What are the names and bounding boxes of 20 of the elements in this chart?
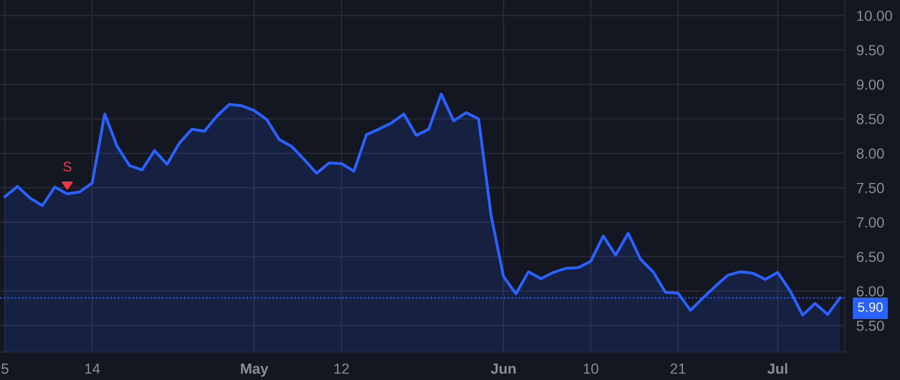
x-tick-label: Jun — [490, 364, 516, 374]
x-tick-label: Jul — [767, 363, 788, 374]
x-tick-label: May — [241, 364, 268, 377]
y-tick-label: 6.00 — [856, 286, 884, 296]
annotation: S — [63, 162, 72, 172]
y-tick-label: 7.00 — [856, 217, 884, 228]
ref-line-label: 5.90 — [858, 302, 883, 312]
y-tick-label: 9.00 — [856, 79, 884, 90]
y-tick-label: 9.50 — [856, 45, 884, 56]
y-tick-label: 5.50 — [856, 320, 884, 331]
x-tick-label: 21 — [670, 363, 686, 374]
x-tick-label: 14 — [85, 364, 100, 374]
y-tick-label: 8.00 — [856, 148, 884, 159]
y-tick-label: 7.50 — [856, 182, 884, 194]
x-tick-label: 12 — [334, 363, 349, 374]
x-tick-label: 10 — [584, 363, 598, 374]
y-tick-label: 6.50 — [856, 252, 884, 262]
y-tick-label: 8.50 — [856, 114, 884, 124]
y-tick-label: 10.00 — [857, 10, 892, 21]
x-tick-label: 5 — [2, 364, 8, 374]
